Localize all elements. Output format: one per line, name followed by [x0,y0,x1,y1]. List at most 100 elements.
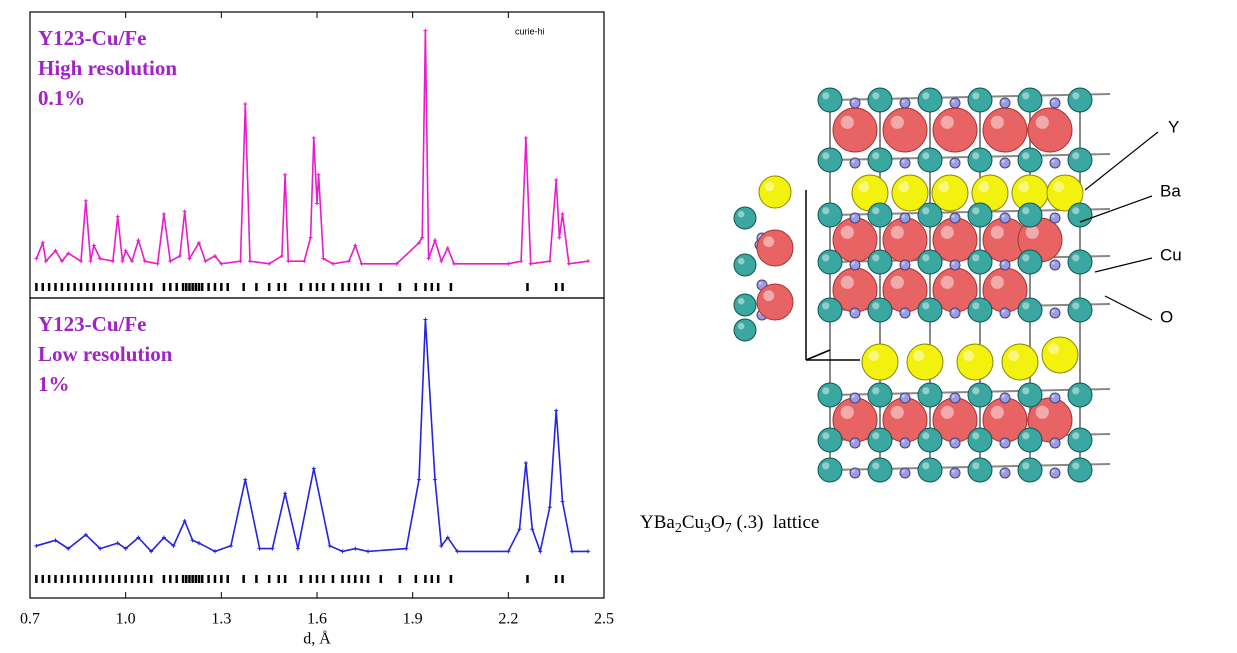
atom-shine [1025,225,1039,239]
atom [817,87,843,113]
atom-shine [851,394,855,398]
atom-shine [1008,350,1020,362]
atom-label: O [1160,307,1173,326]
atom [733,206,757,230]
atom [1049,212,1061,224]
atom [832,107,878,153]
profile-point [523,136,528,141]
profile-point [91,243,96,248]
annotation: Y123-Cu/Fe [38,312,147,336]
atom-shine [972,254,980,262]
profile-point [149,549,154,554]
profile-point [123,546,128,551]
atom-shine [851,309,855,313]
atom-shine [858,181,870,193]
atom [867,382,893,408]
profile-point [130,259,135,264]
atom-shine [1022,207,1030,215]
x-tick-label: 1.0 [116,611,136,628]
atom-label: Ba [1160,181,1181,200]
profile-point [197,541,202,546]
atom-shine [840,115,854,129]
profile-point [423,28,428,33]
atom [1049,259,1061,271]
atom [917,147,943,173]
atom-shine [822,432,830,440]
atom [999,212,1011,224]
atom-shine [851,439,855,443]
atom-shine [922,92,930,100]
atom-shine [940,225,954,239]
atom [867,202,893,228]
atom-shine [737,257,745,265]
atom-shine [1048,343,1060,355]
x-axis-label: d, Å [303,630,331,648]
atom-shine [737,297,745,305]
profile-point [439,543,444,548]
atom-shine [822,462,830,470]
atom-shine [913,350,925,362]
profile-point [315,201,319,206]
atom-shine [1022,92,1030,100]
atom-shine [951,439,955,443]
profile-point [219,261,224,266]
atom-shine [972,462,980,470]
profile-point [417,240,422,245]
profile-point [311,466,316,471]
atom [849,307,861,319]
atom [1049,307,1061,319]
profile-point [182,519,187,523]
profile-point [98,256,103,261]
atom [1067,382,1093,408]
profile-point [445,246,450,251]
atom [967,382,993,408]
profile-point [308,235,313,240]
profile-point [283,491,288,496]
atom-shine [1072,254,1080,262]
atom [1027,107,1073,153]
atom [1067,249,1093,275]
atom-shine [1022,302,1030,310]
profile-point [283,172,288,177]
atom [1017,297,1043,323]
atom-shine [890,275,904,289]
atom-shine [1072,432,1080,440]
atom-shine [951,394,955,398]
atom-shine [822,152,830,160]
profile-point [115,541,120,546]
atom [849,259,861,271]
atom-shine [898,181,910,193]
atom-shine [940,405,954,419]
atom [1001,343,1039,381]
atom [1067,457,1093,483]
profile-point [506,261,511,266]
atom-label: Y [1168,117,1179,136]
atom [932,107,978,153]
atom-shine [901,439,905,443]
profile-point [53,538,58,543]
atom-shine [972,207,980,215]
note: curie-hi [515,26,545,36]
atom-shine [1001,261,1005,265]
profile-point [243,101,248,106]
atom-shine [978,181,990,193]
atom-shine [1022,152,1030,160]
atom [1067,427,1093,453]
atom [1017,457,1043,483]
atom [999,437,1011,449]
atom-shine [901,99,905,103]
atom-shine [951,261,955,265]
profile-point [161,212,166,217]
atom [899,392,911,404]
atom [867,427,893,453]
atom-shine [951,159,955,163]
profile-point [523,461,528,466]
atom [917,457,943,483]
atom-shine [1072,92,1080,100]
profile-point [168,259,173,264]
profile-point [538,549,543,554]
atom-shine [822,387,830,395]
atom-shine [851,261,855,265]
profile-point [34,543,39,548]
atom [817,147,843,173]
